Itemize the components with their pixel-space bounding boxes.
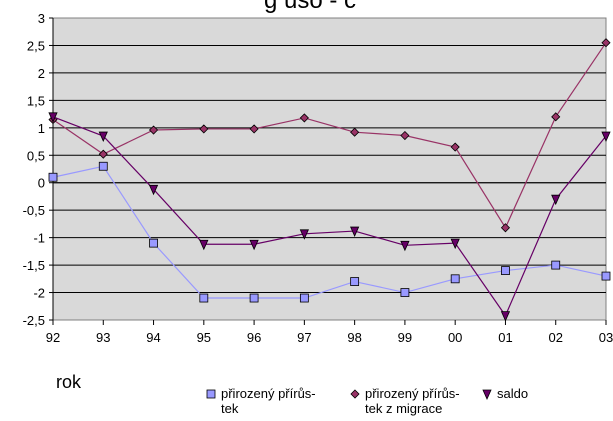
legend-label: přirozený přírůs-	[221, 386, 316, 401]
data-point	[149, 238, 158, 248]
legend-label: přirozený přírůs-	[365, 386, 460, 401]
legend-item: přirozený přírůs-tek	[206, 386, 316, 416]
data-point	[601, 271, 611, 281]
axes	[49, 17, 607, 325]
legend-label: tek	[221, 401, 239, 416]
legend-label: tek z migrace	[365, 401, 442, 416]
data-point	[48, 112, 58, 123]
data-point	[601, 131, 611, 143]
data-point	[500, 223, 511, 233]
data-point	[299, 229, 309, 240]
data-point	[199, 124, 209, 134]
x-tick-label: 02	[548, 330, 562, 345]
y-tick-label: -2,5	[23, 313, 45, 328]
legend-item: saldo	[482, 386, 528, 401]
legend-marker	[206, 389, 216, 399]
data-point	[299, 113, 309, 123]
data-point	[48, 172, 58, 182]
data-point	[199, 293, 209, 303]
y-tick-label: 1	[38, 121, 45, 136]
data-point	[400, 130, 410, 141]
data-point	[98, 161, 108, 171]
data-point	[148, 125, 159, 135]
data-point	[551, 260, 561, 270]
data-point	[500, 311, 511, 322]
x-tick-label: 01	[498, 330, 512, 345]
y-tick-label: 2	[38, 66, 45, 81]
data-point	[148, 184, 159, 196]
series-3	[48, 112, 611, 322]
y-tick-label: 3	[38, 11, 45, 26]
legend-item: přirozený přírůs-tek z migrace	[350, 386, 460, 416]
x-tick-label: 00	[448, 330, 462, 345]
x-tick-label: 03	[599, 330, 613, 345]
x-axis-tick-labels: 92 93 94 95 96 97 98 99 00 01 02 03	[46, 330, 613, 345]
y-tick-label: -2	[33, 286, 45, 301]
data-point	[249, 124, 259, 134]
legend-marker	[350, 389, 360, 399]
y-tick-label: 2,5	[27, 38, 45, 53]
x-axis-title: rok	[56, 372, 82, 392]
x-tick-label: 99	[398, 330, 412, 345]
y-tick-label: 0,5	[27, 148, 45, 163]
data-point	[450, 274, 460, 284]
data-point	[400, 288, 410, 297]
y-axis-tick-labels: 3 2,5 2 1,5 1 0,5 0 -0,5 -1 -1,5 -2 -2,5	[23, 11, 45, 328]
x-tick-label: 95	[197, 330, 211, 345]
y-tick-label: 1,5	[27, 93, 45, 108]
chart-title: g uso - č	[264, 0, 356, 14]
data-point	[249, 239, 259, 251]
data-point	[450, 142, 460, 152]
data-point	[98, 149, 108, 159]
data-point	[98, 131, 108, 143]
data-point	[199, 239, 209, 251]
data-point	[249, 293, 259, 303]
data-point	[601, 38, 611, 48]
x-tick-label: 96	[247, 330, 261, 345]
series-line	[52, 116, 607, 317]
data-point	[350, 226, 360, 238]
x-tick-label: 93	[96, 330, 110, 345]
x-tick-label: 94	[146, 330, 160, 345]
series-line	[52, 165, 607, 299]
data-point	[350, 127, 360, 137]
data-point	[299, 293, 309, 303]
y-tick-label: -0,5	[23, 203, 45, 218]
legend-label: saldo	[497, 386, 528, 401]
x-tick-label: 92	[46, 330, 60, 345]
series-layer	[48, 38, 611, 322]
data-point	[350, 277, 360, 286]
series-2	[48, 38, 611, 233]
data-point	[551, 194, 561, 206]
y-tick-label: -1,5	[23, 258, 45, 273]
y-tick-label: 0	[38, 176, 45, 191]
series-1	[48, 161, 611, 303]
series-line	[52, 42, 607, 230]
data-point	[501, 266, 510, 275]
data-point	[551, 112, 561, 122]
x-tick-label: 97	[297, 330, 311, 345]
legend-marker	[482, 389, 492, 400]
y-tick-label: -1	[33, 231, 45, 246]
x-tick-label: 98	[347, 330, 361, 345]
data-point	[450, 238, 460, 250]
data-point	[400, 240, 410, 252]
